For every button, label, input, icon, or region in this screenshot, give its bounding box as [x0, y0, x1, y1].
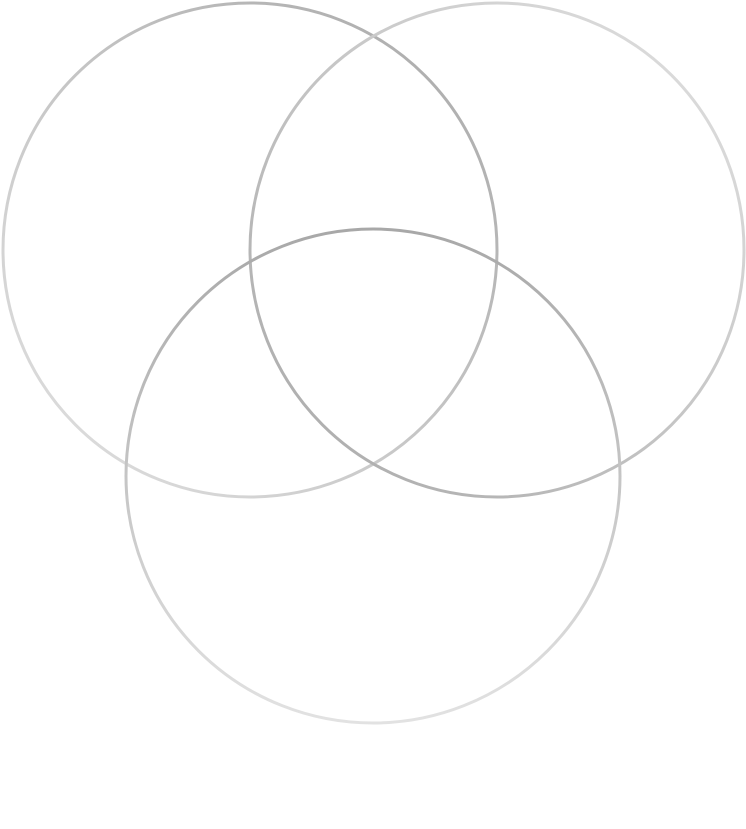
venn-circle-right — [248, 1, 746, 499]
venn-circle-bottom — [124, 227, 622, 725]
venn-circle-left — [1, 1, 499, 499]
